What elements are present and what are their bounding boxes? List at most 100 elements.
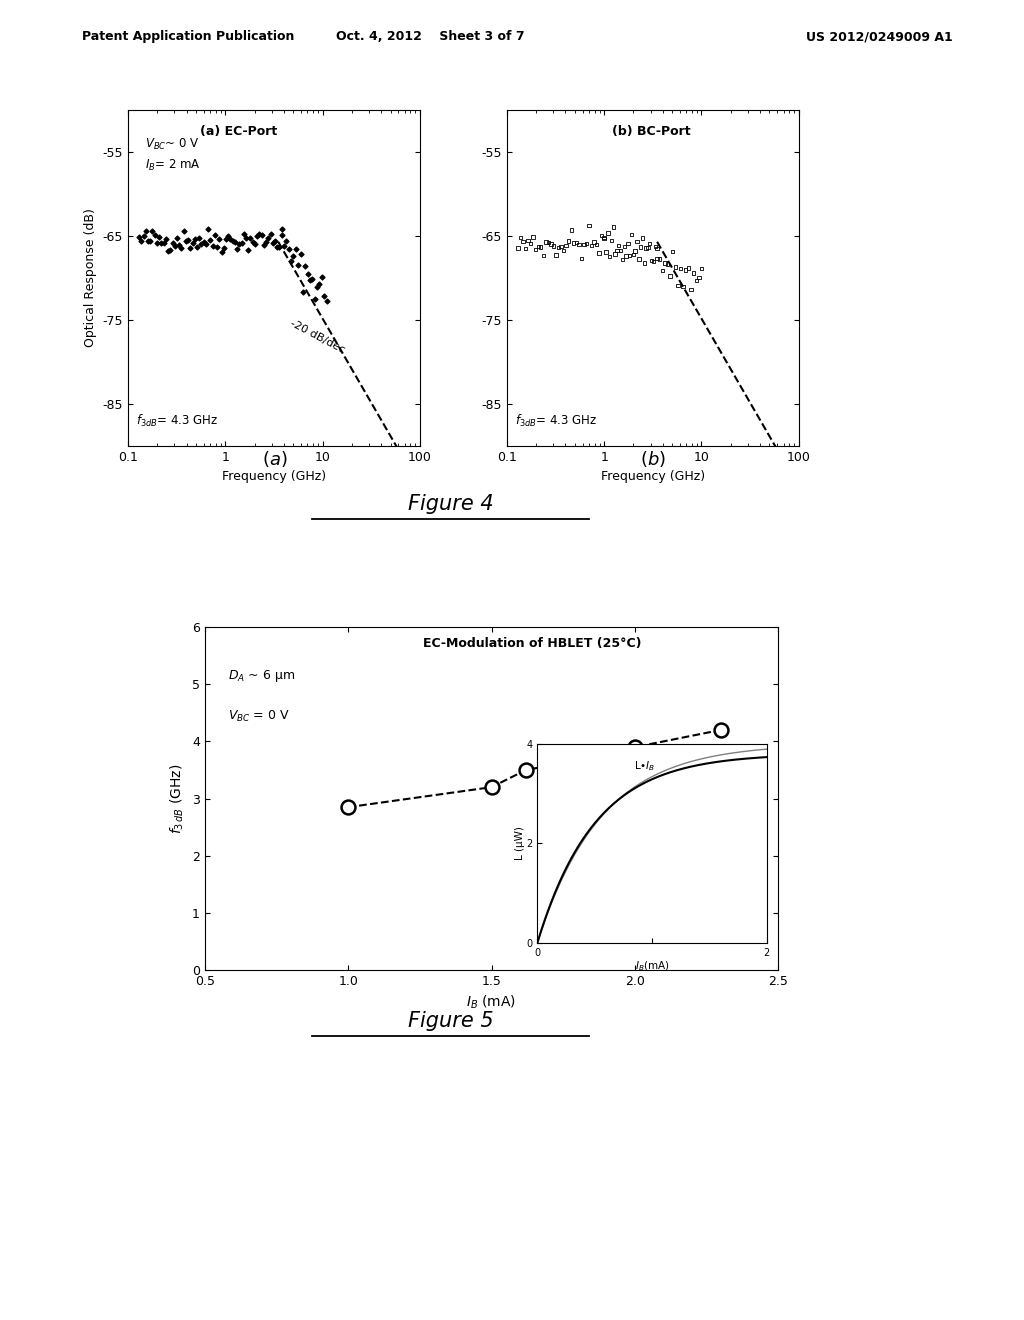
- Point: [184, 232, 201, 253]
- Point: [169, 227, 185, 248]
- Point: [275, 235, 292, 256]
- Text: -20 dB/dec: -20 dB/dec: [289, 318, 347, 355]
- Point: [279, 230, 295, 251]
- Point: [135, 226, 152, 247]
- Point: [614, 249, 631, 271]
- Point: [271, 236, 288, 257]
- Point: [288, 238, 304, 259]
- Point: [607, 243, 624, 264]
- Point: [525, 226, 542, 247]
- Text: (a) EC-Port: (a) EC-Port: [200, 125, 278, 137]
- Point: [224, 230, 241, 251]
- Text: $V_{BC}$~ 0 V: $V_{BC}$~ 0 V: [145, 136, 200, 152]
- Point: [281, 239, 297, 260]
- Point: [512, 227, 528, 248]
- Point: [154, 232, 170, 253]
- Point: [267, 231, 284, 252]
- Point: [631, 248, 647, 269]
- Point: [140, 231, 157, 252]
- Point: [178, 231, 195, 252]
- Point: [188, 236, 205, 257]
- Point: [596, 228, 612, 249]
- Point: [645, 251, 662, 272]
- Point: [200, 219, 216, 240]
- Point: [290, 255, 306, 276]
- Point: [550, 236, 566, 257]
- Point: [608, 240, 625, 261]
- Point: [629, 231, 645, 252]
- Point: [186, 228, 203, 249]
- Point: [207, 224, 223, 246]
- Point: [249, 226, 265, 247]
- Point: [283, 251, 299, 272]
- Point: [555, 240, 571, 261]
- Point: [584, 235, 600, 256]
- Point: [218, 228, 234, 249]
- Text: $(b)$: $(b)$: [640, 449, 667, 469]
- Point: [297, 255, 313, 276]
- Point: [318, 290, 335, 312]
- Text: Figure 5: Figure 5: [408, 1011, 494, 1031]
- Point: [616, 236, 633, 257]
- Text: $I_B$= 2 mA: $I_B$= 2 mA: [145, 157, 201, 173]
- Point: [518, 759, 535, 780]
- Point: [251, 223, 267, 244]
- Point: [693, 257, 710, 279]
- Point: [622, 244, 638, 265]
- Point: [683, 279, 699, 300]
- Point: [586, 231, 602, 252]
- Point: [196, 231, 212, 252]
- Point: [601, 246, 617, 267]
- Text: Patent Application Publication: Patent Application Publication: [82, 30, 294, 44]
- Text: Figure 4: Figure 4: [408, 494, 494, 513]
- Point: [233, 232, 250, 253]
- Point: [558, 235, 574, 256]
- Point: [211, 228, 227, 249]
- Point: [510, 238, 526, 259]
- Point: [659, 253, 676, 275]
- Point: [316, 286, 333, 308]
- Point: [258, 231, 274, 252]
- Point: [589, 234, 605, 255]
- Point: [229, 238, 246, 259]
- Point: [624, 224, 640, 246]
- Point: [260, 227, 276, 248]
- Point: [581, 215, 597, 236]
- Point: [231, 234, 248, 255]
- Point: [180, 230, 197, 251]
- Point: [610, 235, 627, 256]
- Point: [640, 238, 656, 259]
- Point: [209, 236, 225, 257]
- Point: [536, 244, 552, 265]
- Point: [678, 260, 694, 281]
- Point: [675, 276, 691, 297]
- Point: [570, 234, 587, 255]
- Point: [565, 232, 582, 253]
- Point: [656, 252, 673, 273]
- Point: [688, 269, 705, 290]
- Point: [553, 236, 569, 257]
- Point: [160, 240, 176, 261]
- Y-axis label: $f_{3\,dB}$ (GHz): $f_{3\,dB}$ (GHz): [169, 763, 186, 834]
- Point: [245, 232, 261, 253]
- Point: [226, 231, 243, 252]
- Point: [256, 235, 272, 256]
- Point: [654, 260, 671, 281]
- Point: [220, 226, 237, 247]
- Point: [309, 276, 326, 297]
- Point: [299, 264, 315, 285]
- Point: [293, 243, 309, 264]
- Point: [538, 231, 554, 252]
- Point: [262, 223, 279, 244]
- Point: [541, 232, 557, 253]
- Point: [182, 238, 199, 259]
- Point: [295, 281, 311, 302]
- Point: [690, 267, 707, 288]
- Point: [575, 234, 592, 255]
- Point: [643, 251, 659, 272]
- Point: [543, 234, 559, 255]
- Point: [634, 227, 650, 248]
- Point: [340, 797, 356, 818]
- Point: [649, 248, 666, 269]
- Point: [247, 234, 263, 255]
